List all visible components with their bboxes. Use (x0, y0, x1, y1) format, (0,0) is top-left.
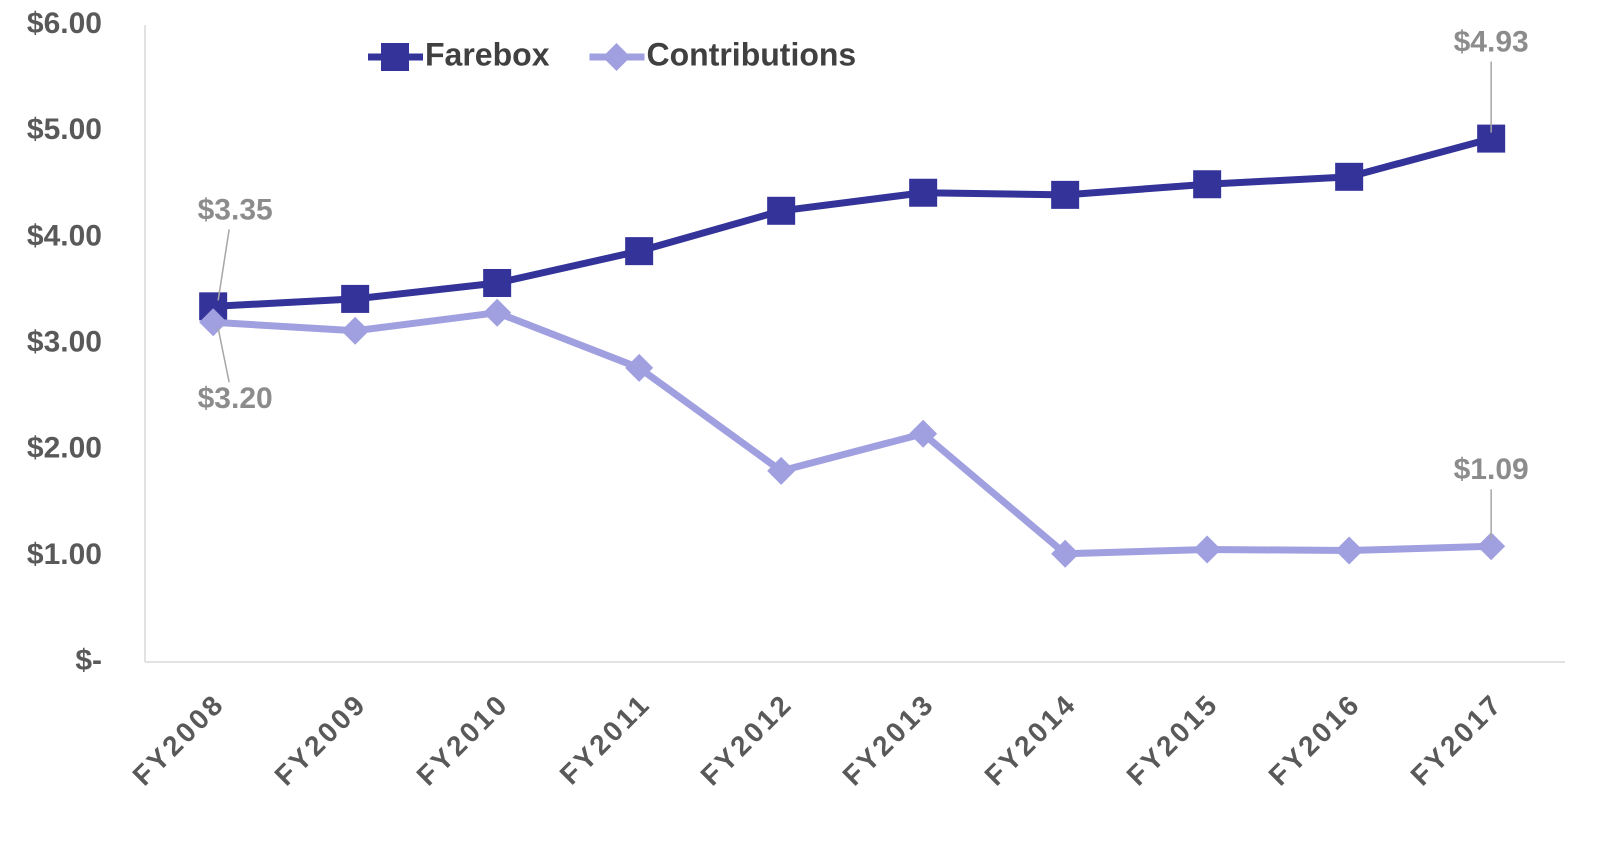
marker (483, 269, 511, 297)
marker (483, 299, 511, 327)
x-tick-label: FY2014 (979, 688, 1083, 792)
y-tick-label: $4.00 (27, 219, 102, 252)
y-tick-label: $6.00 (27, 7, 102, 40)
x-tick-label: FY2017 (1405, 688, 1509, 792)
y-tick-label: $1.00 (27, 538, 102, 571)
marker (602, 43, 630, 71)
series-line (213, 139, 1491, 307)
x-tick-label: FY2012 (695, 688, 799, 792)
data-label: $4.93 (1454, 26, 1529, 59)
y-tick-label: $3.00 (27, 325, 102, 358)
data-label: $1.09 (1454, 453, 1529, 486)
marker (341, 317, 369, 345)
legend-label: Contributions (646, 36, 856, 72)
data-label: $3.20 (198, 382, 273, 415)
x-tick-label: FY2011 (554, 688, 657, 791)
x-tick-label: FY2013 (837, 688, 941, 792)
marker (341, 285, 369, 313)
x-tick-label: FY2010 (411, 688, 515, 792)
marker (625, 237, 653, 265)
y-tick-label: $- (75, 644, 102, 677)
marker (909, 179, 937, 207)
leader-line (218, 328, 229, 382)
marker (1335, 537, 1363, 565)
marker (1193, 170, 1221, 198)
marker (381, 43, 409, 71)
marker (1051, 181, 1079, 209)
marker (1193, 535, 1221, 563)
legend-label: Farebox (425, 36, 550, 72)
x-tick-label: FY2008 (127, 688, 231, 792)
data-label: $3.35 (198, 193, 273, 226)
x-tick-label: FY2015 (1121, 688, 1225, 792)
y-tick-label: $2.00 (27, 432, 102, 465)
y-tick-label: $5.00 (27, 113, 102, 146)
chart: $- $1.00 $2.00 $3.00 $4.00 $5.00 $6.00 FY2008 FY… (0, 0, 1621, 842)
marker (1335, 163, 1363, 191)
x-tick-label: FY2009 (269, 688, 373, 792)
marker (767, 197, 795, 225)
series-line (213, 313, 1491, 554)
leader-line (218, 229, 229, 300)
x-tick-label: FY2016 (1263, 688, 1367, 792)
